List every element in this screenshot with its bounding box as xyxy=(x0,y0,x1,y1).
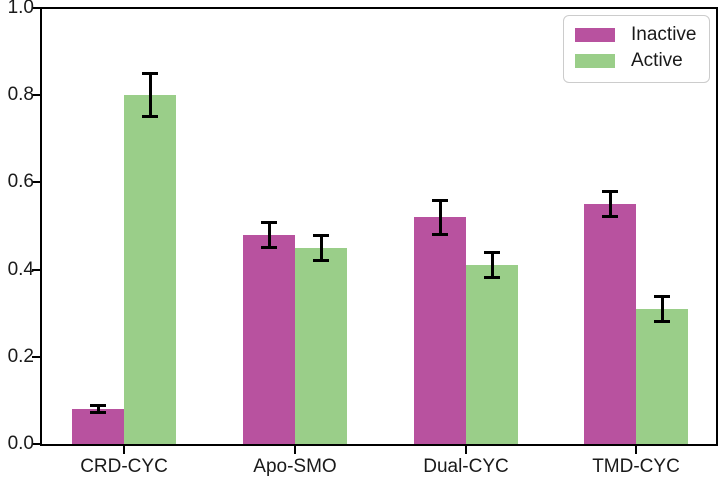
x-tick-label-dual-cyc: Dual-CYC xyxy=(423,456,509,477)
legend-swatch-active xyxy=(575,54,615,68)
bar-active-apo-smo xyxy=(295,248,347,444)
errorbar-line-active-apo-smo xyxy=(319,235,323,261)
y-tick-label-0.6: 0.6 xyxy=(7,171,34,192)
errorbar-cap-top-inactive-crd-cyc xyxy=(90,404,106,407)
y-tickmark-0.6 xyxy=(32,181,40,183)
bar-inactive-dual-cyc xyxy=(414,217,466,444)
y-tick-label-0.2: 0.2 xyxy=(7,346,34,367)
legend-label-active: Active xyxy=(631,50,683,71)
y-tickmark-0.0 xyxy=(32,443,40,445)
x-tickmark-crd-cyc xyxy=(123,446,125,454)
errorbar-cap-bottom-active-tmd-cyc xyxy=(654,320,670,323)
errorbar-line-inactive-crd-cyc xyxy=(96,405,100,413)
errorbar-cap-top-inactive-dual-cyc xyxy=(432,199,448,202)
legend-swatch-inactive xyxy=(575,28,615,42)
legend-item-active: Active xyxy=(564,48,709,74)
x-tickmark-dual-cyc xyxy=(465,446,467,454)
legend-label-inactive: Inactive xyxy=(631,24,697,45)
y-tick-label-0.8: 0.8 xyxy=(7,84,34,105)
errorbar-cap-bottom-active-crd-cyc xyxy=(142,115,158,118)
errorbar-cap-bottom-inactive-apo-smo xyxy=(261,246,277,249)
bar-active-dual-cyc xyxy=(466,265,518,444)
errorbar-line-inactive-dual-cyc xyxy=(438,200,442,235)
errorbar-cap-bottom-inactive-tmd-cyc xyxy=(602,215,618,218)
errorbar-cap-top-active-tmd-cyc xyxy=(654,295,670,298)
y-tick-label-0.0: 0.0 xyxy=(7,433,34,454)
errorbar-cap-top-active-dual-cyc xyxy=(484,251,500,254)
bar-active-crd-cyc xyxy=(124,95,176,444)
bar-inactive-apo-smo xyxy=(243,235,295,444)
x-tickmark-tmd-cyc xyxy=(635,446,637,454)
errorbar-line-active-tmd-cyc xyxy=(660,296,664,322)
bar-active-tmd-cyc xyxy=(636,309,688,444)
x-tick-label-apo-smo: Apo-SMO xyxy=(253,456,337,477)
y-tick-label-0.4: 0.4 xyxy=(7,259,34,280)
legend-item-inactive: Inactive xyxy=(564,22,709,48)
y-tickmark-1.0 xyxy=(32,7,40,9)
errorbar-cap-top-inactive-tmd-cyc xyxy=(602,190,618,193)
errorbar-cap-top-inactive-apo-smo xyxy=(261,221,277,224)
errorbar-cap-top-active-apo-smo xyxy=(313,234,329,237)
errorbar-cap-bottom-inactive-crd-cyc xyxy=(90,411,106,414)
bar-inactive-tmd-cyc xyxy=(584,204,636,444)
x-tick-label-crd-cyc: CRD-CYC xyxy=(80,456,168,477)
errorbar-line-active-crd-cyc xyxy=(148,73,152,117)
x-tickmark-apo-smo xyxy=(294,446,296,454)
x-tick-label-tmd-cyc: TMD-CYC xyxy=(592,456,680,477)
errorbar-line-inactive-tmd-cyc xyxy=(608,191,612,217)
bar-inactive-crd-cyc xyxy=(72,409,124,444)
errorbar-line-inactive-apo-smo xyxy=(267,222,271,248)
y-tickmark-0.8 xyxy=(32,94,40,96)
errorbar-cap-bottom-inactive-dual-cyc xyxy=(432,233,448,236)
errorbar-cap-bottom-active-apo-smo xyxy=(313,259,329,262)
legend: Inactive Active xyxy=(563,15,710,83)
errorbar-cap-bottom-active-dual-cyc xyxy=(484,276,500,279)
y-tick-label-1.0: 1.0 xyxy=(7,0,34,18)
y-tickmark-0.2 xyxy=(32,356,40,358)
errorbar-line-active-dual-cyc xyxy=(490,252,494,278)
y-tickmark-0.4 xyxy=(32,269,40,271)
errorbar-cap-top-active-crd-cyc xyxy=(142,72,158,75)
